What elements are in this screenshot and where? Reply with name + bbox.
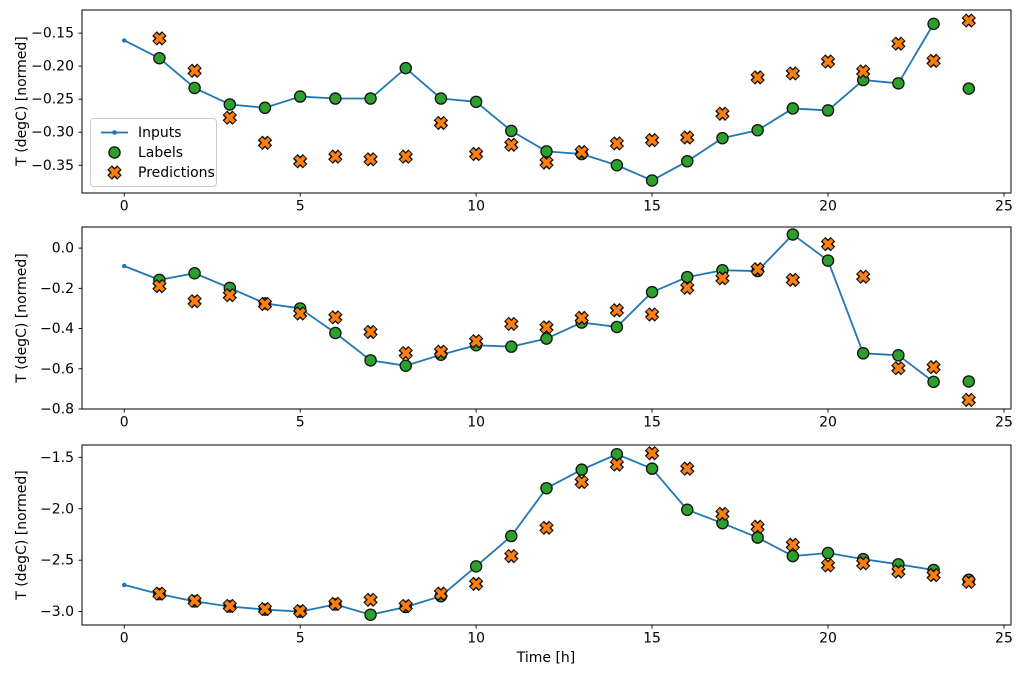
- y-tick-label: −1.5: [40, 450, 74, 466]
- series-labels: [153, 228, 976, 389]
- legend-item-inputs: Inputs: [99, 124, 208, 141]
- y-tick-label: −3.0: [40, 604, 74, 620]
- x-tick-label: 5: [296, 199, 305, 215]
- subplot-3-y-axis-label: T (degC) [normed]: [14, 470, 30, 600]
- x-tick-label: 20: [819, 199, 837, 215]
- y-tick-label: 0.0: [52, 241, 74, 257]
- predictions-marker-swatch: [107, 165, 122, 180]
- series-labels: [153, 17, 976, 187]
- series-inputs: [122, 452, 936, 617]
- x-tick-label: 25: [995, 199, 1013, 215]
- series-inputs: [122, 21, 936, 183]
- x-tick-label: 20: [819, 631, 837, 647]
- x-axis-label: Time [h]: [516, 650, 576, 666]
- x-tick-label: 10: [467, 631, 485, 647]
- y-tick-label: −2.0: [40, 501, 74, 517]
- x-tick-label: 10: [467, 199, 485, 215]
- y-tick-label: −0.35: [31, 158, 74, 174]
- y-tick-label: −0.4: [40, 321, 74, 337]
- inputs-line-swatch: [101, 130, 128, 135]
- x-tick-label: 25: [995, 631, 1013, 647]
- y-tick-label: −0.25: [31, 92, 74, 108]
- x-tick-label: 5: [296, 631, 305, 647]
- subplot-2-y-axis-label: T (degC) [normed]: [14, 253, 30, 383]
- legend: Inputs Labels Predictions: [90, 118, 217, 187]
- x-tick-label: 0: [120, 415, 129, 431]
- series-inputs: [122, 232, 936, 385]
- y-tick-label: −0.8: [40, 402, 74, 418]
- legend-label-predictions: Predictions: [138, 164, 215, 181]
- series-predictions: [152, 445, 977, 619]
- y-tick-label: −0.6: [40, 361, 74, 377]
- y-tick-label: −0.15: [31, 26, 74, 42]
- x-tick-label: 15: [643, 415, 661, 431]
- subplot-3: 0 5 10 15 20 25 −1.5 −2.0 −2.5 −3.0: [40, 444, 1013, 647]
- axes-spines: [81, 9, 1012, 194]
- y-tick-label: −0.30: [31, 125, 74, 141]
- x-tick-label: 0: [120, 631, 129, 647]
- legend-item-predictions: Predictions: [99, 164, 215, 181]
- series-predictions: [152, 236, 977, 408]
- axes-spines: [81, 444, 1012, 626]
- subplot-1-y-axis-label: T (degC) [normed]: [14, 36, 30, 166]
- series-predictions: [152, 13, 977, 170]
- y-tick-label: −0.20: [31, 59, 74, 75]
- x-tick-label: 10: [467, 415, 485, 431]
- legend-item-labels: Labels: [99, 144, 208, 161]
- y-tick-label: −2.5: [40, 553, 74, 569]
- x-tick-label: 15: [643, 199, 661, 215]
- axes-spines: [81, 226, 1012, 410]
- x-tick-label: 0: [120, 199, 129, 215]
- legend-label-labels: Labels: [138, 144, 184, 161]
- subplot-2: 0 5 10 15 20 25 0.0 −0.2 −0.4 −0.6 −0.8: [40, 226, 1013, 431]
- y-tick-label: −0.2: [40, 281, 74, 297]
- x-tick-label: 5: [296, 415, 305, 431]
- legend-label-inputs: Inputs: [138, 124, 182, 141]
- series-labels: [153, 448, 976, 621]
- labels-marker-swatch: [108, 146, 121, 159]
- subplot-1: 0 5 10 15 20 25 −0.15 −0.20 −0.25 −0.30 −0.35: [31, 9, 1013, 215]
- x-tick-label: 20: [819, 415, 837, 431]
- x-tick-label: 25: [995, 415, 1013, 431]
- x-tick-label: 15: [643, 631, 661, 647]
